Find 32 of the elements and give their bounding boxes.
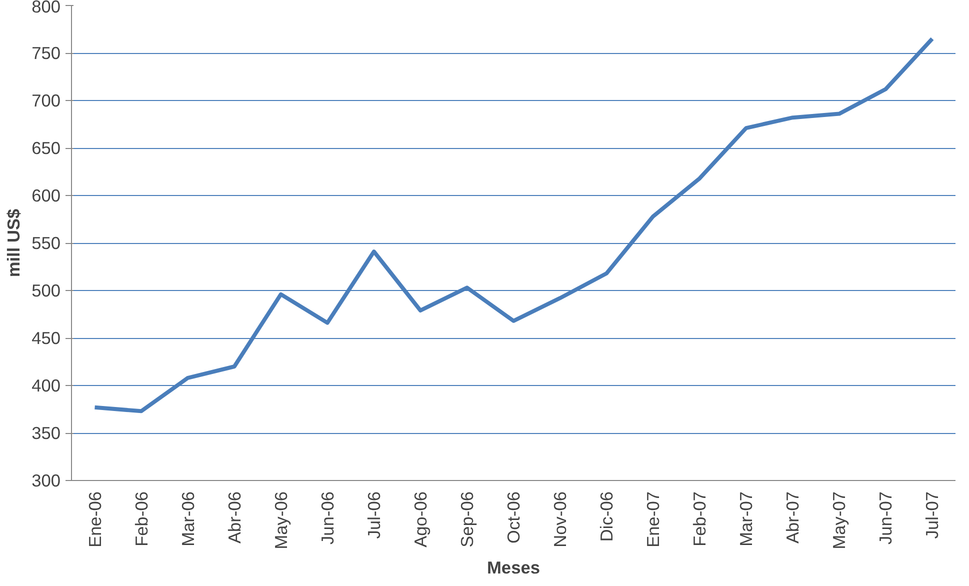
y-tick-label: 500: [32, 280, 61, 300]
x-tick-label: May-06: [270, 492, 291, 550]
x-tick-label: Jun-06: [317, 492, 338, 544]
x-axis-title: Meses: [487, 557, 540, 578]
x-tick-label: Jul-07: [922, 491, 942, 539]
x-tick-label: Mar-07: [736, 491, 756, 546]
y-tick-label: 450: [32, 328, 61, 348]
y-tick-label: 700: [32, 90, 61, 110]
x-tick-label: Sep-06: [456, 491, 477, 548]
x-tick-label: Feb-07: [690, 491, 710, 546]
y-tick-label: 350: [32, 423, 61, 443]
x-tick-label: Ago-06: [410, 491, 430, 548]
x-tick-label: Jun-07: [876, 492, 896, 544]
y-tick-label: 650: [32, 138, 61, 158]
x-tick-label: Dic-06: [596, 491, 617, 542]
x-tick-label: Mar-06: [178, 491, 198, 546]
y-tick-label: 550: [32, 233, 61, 253]
y-tick-label: 300: [32, 470, 61, 490]
y-tick-label: 400: [32, 376, 61, 396]
x-tick-label: Ene-07: [643, 491, 664, 548]
y-axis-title: mill US$: [4, 208, 24, 278]
y-tick-label: 750: [32, 43, 61, 63]
x-tick-label: Oct-06: [504, 491, 524, 544]
x-tick-label: Ene-06: [84, 491, 105, 548]
x-tick-label: Feb-06: [131, 491, 152, 546]
y-tick-label: 600: [32, 186, 61, 206]
x-tick-label: Abr-06: [224, 491, 244, 544]
x-tick-label: Jul-06: [364, 491, 384, 539]
x-tick-label: Abr-07: [782, 491, 803, 544]
x-tick-label: Nov-06: [550, 491, 570, 548]
x-tick-label: May-07: [829, 492, 850, 550]
y-tick-label: 800: [32, 0, 61, 16]
